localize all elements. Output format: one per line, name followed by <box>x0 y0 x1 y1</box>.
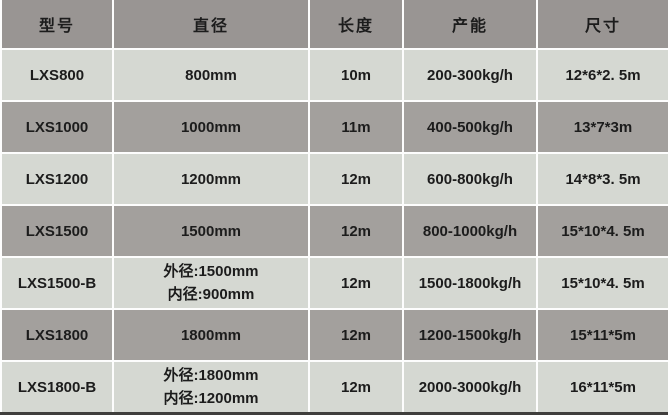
length-cell: 12m <box>308 204 404 258</box>
diameter-line: 1500mm <box>180 222 242 240</box>
table-row-lxs1800-b: LXS1800-B 外径:1800mm 内径:1200mm 12m 2000-3000k… <box>0 360 668 415</box>
diameter-line: 外径:1800mm <box>163 367 259 384</box>
size-cell: 13*7*3m <box>536 100 668 154</box>
model-cell: LXS1500 <box>0 204 114 258</box>
diameter-line: 1200mm <box>180 170 242 188</box>
capacity-cell: 2000-3000kg/h <box>402 360 538 415</box>
diameter-line: 800mm <box>185 66 237 84</box>
diameter-cell: 外径:1500mm 内径:900mm <box>112 256 310 310</box>
table-row-lxs1500: LXS1500 1500mm 12m 800-1000kg/h 15*10*4. 5m <box>0 204 668 258</box>
table-row-lxs1500-b: LXS1500-B 外径:1500mm 内径:900mm 12m 1500-1800kg… <box>0 256 668 310</box>
size-cell: 14*8*3. 5m <box>536 152 668 206</box>
diameter-cell: 1500mm <box>112 204 310 258</box>
diameter-line: 1000mm <box>180 118 242 136</box>
diameter-line: 内径:900mm <box>167 286 255 303</box>
model-cell: LXS1800 <box>0 308 114 362</box>
length-cell: 12m <box>308 152 404 206</box>
column-header-diameter: 直径 <box>112 0 310 50</box>
length-cell: 12m <box>308 308 404 362</box>
model-cell: LXS1800-B <box>0 360 114 415</box>
column-header-length: 长度 <box>308 0 404 50</box>
model-cell: LXS1500-B <box>0 256 114 310</box>
table-row-lxs800: LXS800 800mm 10m 200-300kg/h 12*6*2. 5m <box>0 48 668 102</box>
size-cell: 15*11*5m <box>536 308 668 362</box>
diameter-cell: 1200mm <box>112 152 310 206</box>
capacity-cell: 400-500kg/h <box>402 100 538 154</box>
table-row-lxs1000: LXS1000 1000mm 11m 400-500kg/h 13*7*3m <box>0 100 668 154</box>
model-cell: LXS800 <box>0 48 114 102</box>
diameter-cell: 1000mm <box>112 100 310 154</box>
length-cell: 12m <box>308 256 404 310</box>
model-cell: LXS1000 <box>0 100 114 154</box>
diameter-line: 内径:1200mm <box>163 390 259 407</box>
size-cell: 15*10*4. 5m <box>536 256 668 310</box>
table-header-row: 型号 直径 长度 产能 尺寸 <box>0 0 668 50</box>
length-cell: 11m <box>308 100 404 154</box>
model-cell: LXS1200 <box>0 152 114 206</box>
capacity-cell: 1200-1500kg/h <box>402 308 538 362</box>
diameter-cell: 1800mm <box>112 308 310 362</box>
capacity-cell: 600-800kg/h <box>402 152 538 206</box>
capacity-cell: 800-1000kg/h <box>402 204 538 258</box>
table-row-lxs1200: LXS1200 1200mm 12m 600-800kg/h 14*8*3. 5m <box>0 152 668 206</box>
column-header-size: 尺寸 <box>536 0 668 50</box>
table-row-lxs1800: LXS1800 1800mm 12m 1200-1500kg/h 15*11*5m <box>0 308 668 362</box>
column-header-model: 型号 <box>0 0 114 50</box>
column-header-capacity: 产能 <box>402 0 538 50</box>
diameter-line: 1800mm <box>180 326 242 344</box>
length-cell: 10m <box>308 48 404 102</box>
diameter-cell: 800mm <box>112 48 310 102</box>
length-cell: 12m <box>308 360 404 415</box>
diameter-line: 外径:1500mm <box>163 263 259 280</box>
size-cell: 15*10*4. 5m <box>536 204 668 258</box>
capacity-cell: 200-300kg/h <box>402 48 538 102</box>
size-cell: 16*11*5m <box>536 360 668 415</box>
size-cell: 12*6*2. 5m <box>536 48 668 102</box>
capacity-cell: 1500-1800kg/h <box>402 256 538 310</box>
diameter-cell: 外径:1800mm 内径:1200mm <box>112 360 310 415</box>
